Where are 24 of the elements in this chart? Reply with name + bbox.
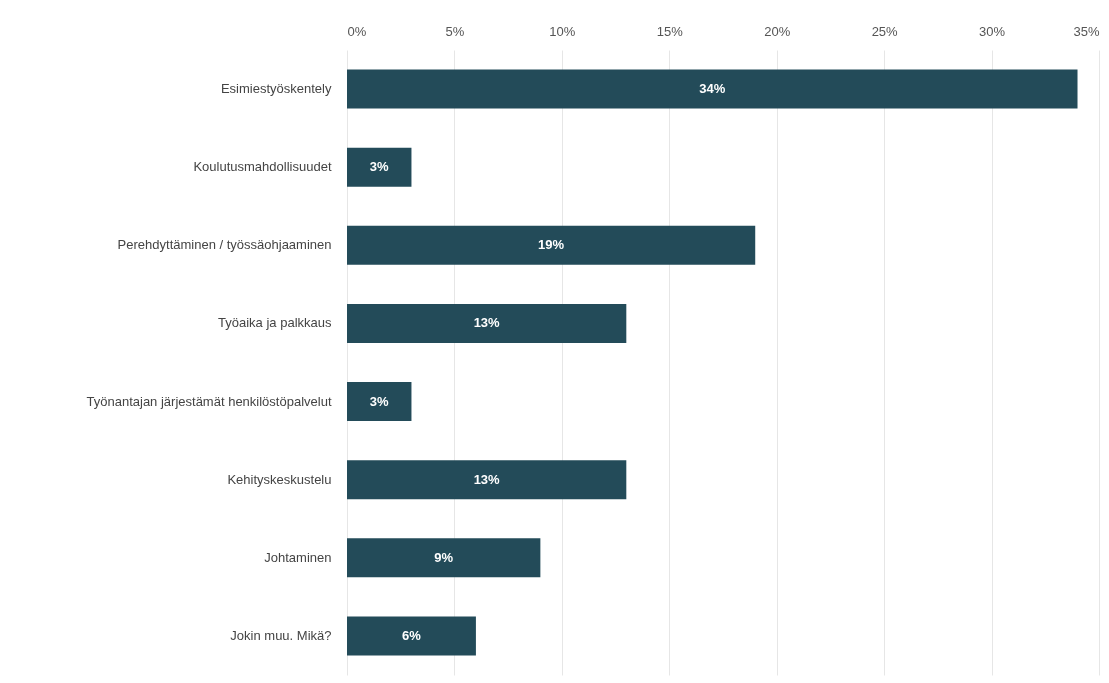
data-label: 13% (473, 471, 501, 487)
data-label: 9% (434, 549, 454, 565)
y-tick-label: Jokin muu. Mikä? (230, 627, 332, 643)
x-tick-label: 5% (445, 23, 465, 39)
x-tick-label: 25% (871, 23, 899, 39)
y-tick-label: Johtaminen (264, 549, 332, 565)
y-tick-label: Kehityskeskustelu (227, 471, 332, 487)
y-tick-label: Esimiestyöskentely (220, 81, 332, 97)
x-tick-label: 15% (656, 23, 684, 39)
y-tick-label: Perehdyttäminen / työssäohjaaminen (117, 237, 332, 253)
data-label: 3% (369, 159, 390, 175)
y-tick-label: Työaika ja palkkaus (218, 315, 332, 331)
data-label: 6% (402, 627, 422, 643)
x-tick-label: 35% (1073, 23, 1100, 39)
data-label: 19% (538, 237, 565, 253)
x-tick-label: 0% (347, 23, 367, 39)
y-tick-label: Koulutusmahdollisuudet (193, 159, 332, 175)
x-tick-label: 10% (549, 23, 576, 39)
y-tick-label: Työnantajan järjestämät henkilöstöpalvelut (86, 393, 332, 409)
x-tick-label: 20% (764, 23, 791, 39)
x-tick-label: 30% (979, 23, 1006, 39)
data-label: 13% (473, 315, 501, 331)
data-label: 3% (369, 393, 390, 409)
data-label: 34% (699, 81, 726, 97)
